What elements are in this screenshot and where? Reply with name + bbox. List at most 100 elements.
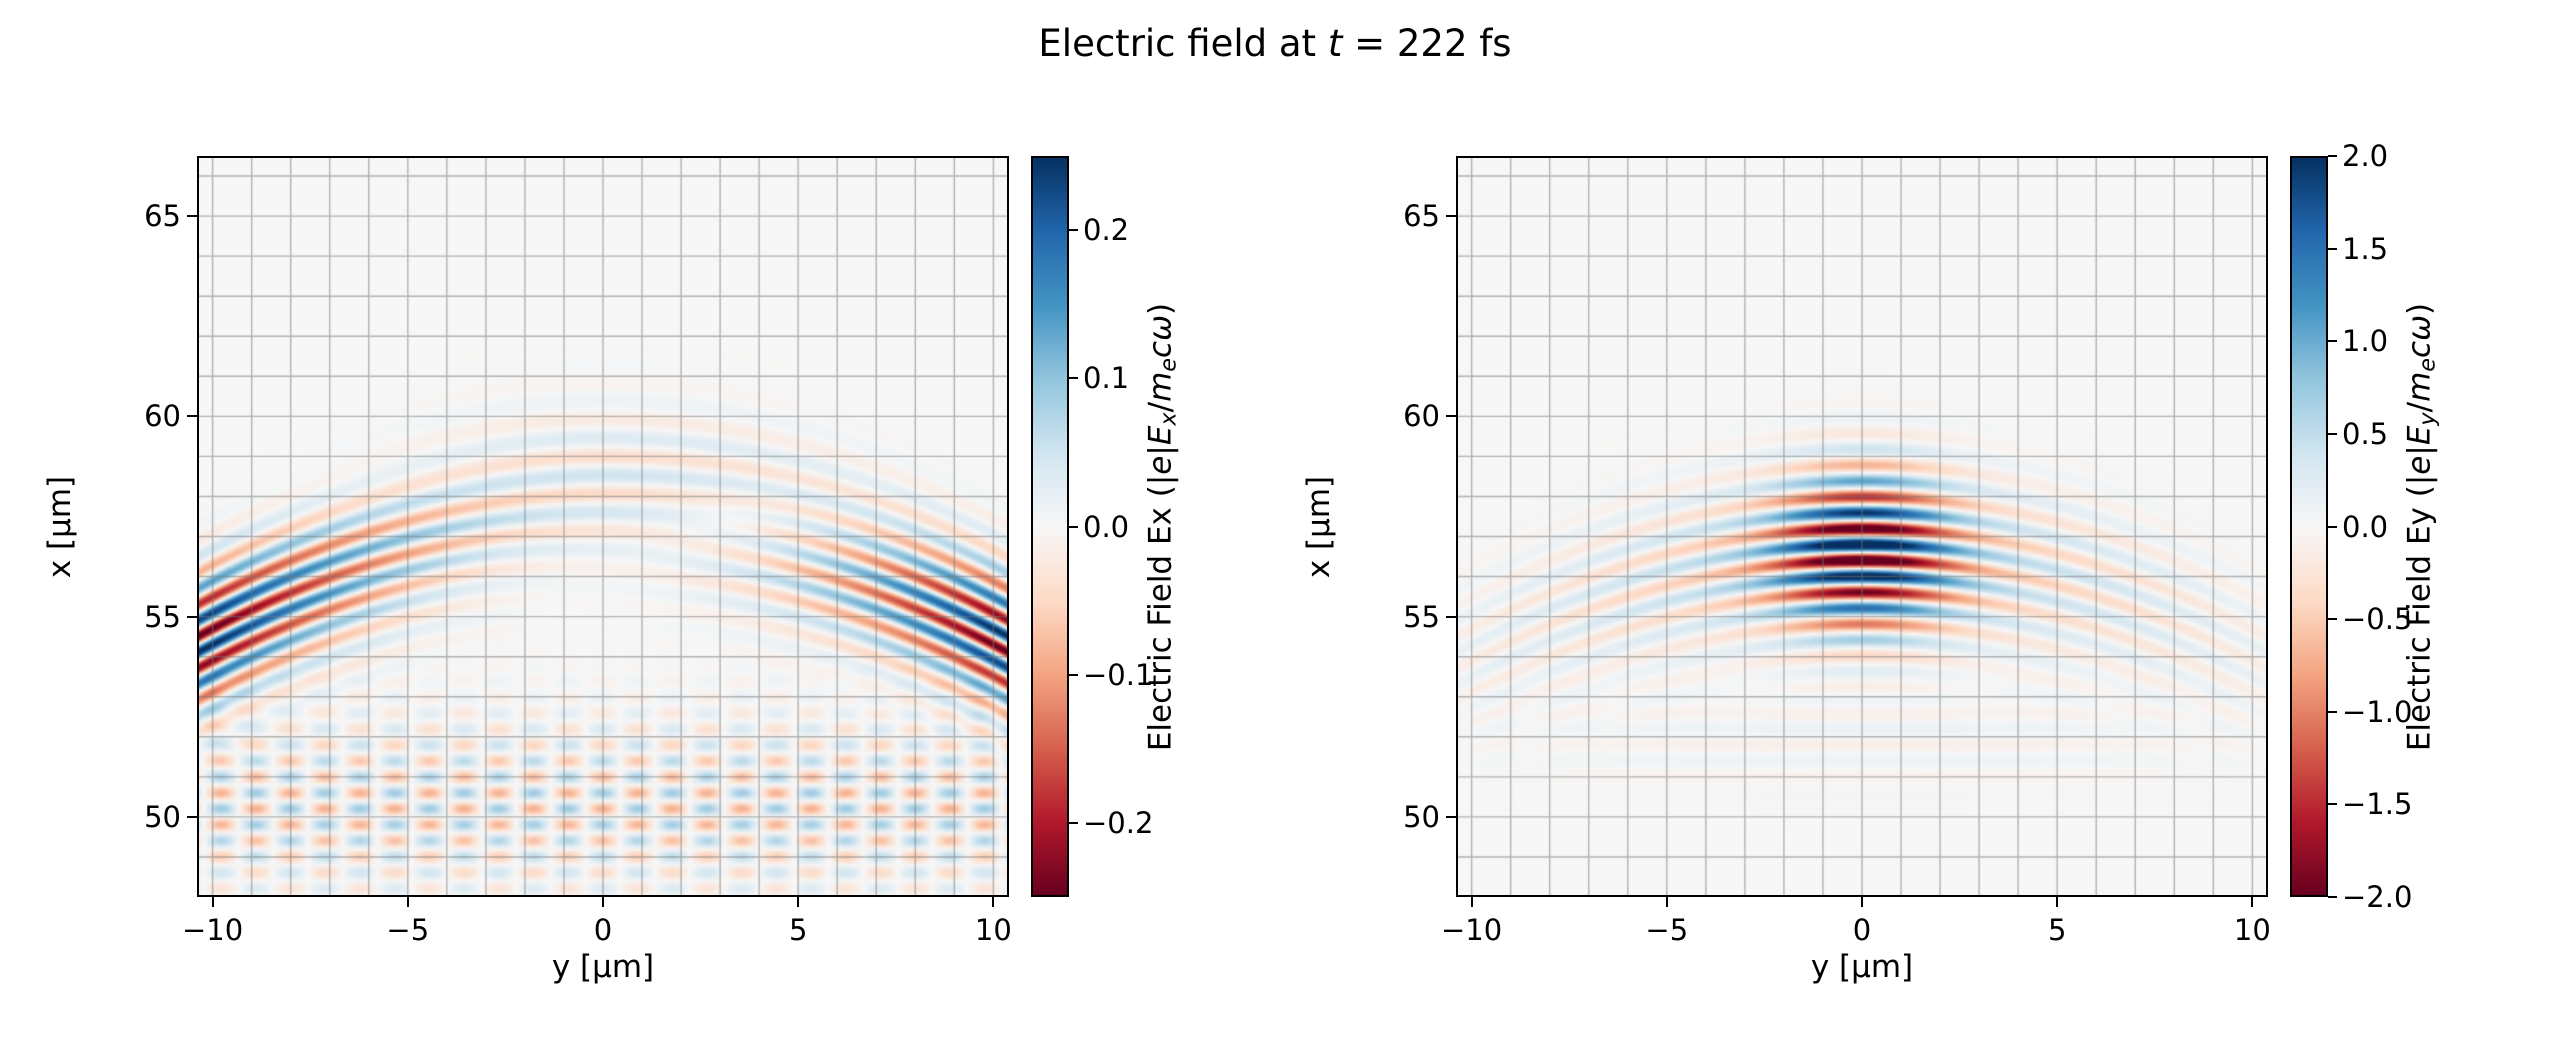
- y-tick-label: 65: [1403, 199, 1440, 234]
- colorbar-tick-label: 2.0: [2342, 139, 2389, 173]
- colorbar-tick-label: 0.1: [1083, 361, 1130, 396]
- y-tick-label: 60: [144, 399, 181, 434]
- colorbar-tick-label: −0.5: [2342, 602, 2413, 637]
- x-tick-label: −10: [182, 913, 244, 947]
- y-tick: [1446, 215, 1456, 218]
- ey-colorbar-label: Electric Field Ey (|e|Ey/mecω): [2402, 302, 2441, 750]
- x-tick-label: 0: [1852, 913, 1872, 947]
- y-tick: [187, 415, 197, 418]
- text-run: E: [1142, 425, 1179, 445]
- colorbar-tick-label: −0.2: [1083, 805, 1154, 840]
- ex-colorbar-canvas: [1031, 156, 1069, 897]
- text-run: = 222 fs: [1342, 22, 1512, 65]
- x-tick: [2056, 897, 2059, 907]
- colorbar-tick-label: 0.5: [2342, 416, 2389, 451]
- ex-colorbar-spine: [1031, 156, 1069, 897]
- colorbar-tick: [2328, 525, 2337, 528]
- y-tick: [1446, 615, 1456, 618]
- colorbar-tick: [1069, 525, 1078, 528]
- y-tick-label: 55: [144, 599, 181, 634]
- text-run: c: [1142, 340, 1179, 358]
- ex-colorbar-label: Electric Field Ex (|e|Ex/mecω): [1143, 302, 1182, 750]
- colorbar-tick: [2328, 247, 2337, 250]
- x-tick-label: 0: [593, 913, 613, 947]
- text-run: ): [1142, 302, 1179, 315]
- colorbar-tick-label: −1.0: [2342, 694, 2413, 729]
- text-run: t: [1327, 22, 1343, 65]
- ey-heatmap-canvas: [1456, 156, 2268, 897]
- colorbar-tick-label: −1.5: [2342, 787, 2413, 822]
- text-run: Electric Field Ex (|: [1142, 474, 1179, 751]
- text-run: y: [2414, 411, 2441, 426]
- text-run: |: [1142, 444, 1179, 456]
- x-tick-label: 10: [2233, 913, 2271, 947]
- text-run: e: [2414, 357, 2441, 372]
- colorbar-tick: [2328, 432, 2337, 435]
- figure-title: Electric field at t = 222 fs: [0, 22, 2550, 65]
- x-tick: [1861, 897, 1863, 907]
- text-run: |: [2401, 444, 2438, 456]
- y-tick: [187, 215, 197, 218]
- x-tick: [1665, 897, 1668, 907]
- ex-xaxis-label: y [μm]: [551, 949, 655, 985]
- text-run: e: [2401, 455, 2438, 475]
- colorbar-tick: [1069, 673, 1078, 676]
- text-run: e: [1155, 357, 1182, 372]
- text-run: ): [2401, 302, 2438, 315]
- text-run: Electric field at: [1038, 22, 1328, 65]
- ey-xaxis-label: y [μm]: [1810, 949, 1914, 985]
- x-tick: [1470, 897, 1473, 907]
- y-tick: [1446, 815, 1456, 818]
- text-run: /: [1142, 401, 1179, 412]
- colorbar-tick: [2328, 618, 2337, 621]
- x-tick: [602, 897, 604, 907]
- x-tick-label: 10: [974, 913, 1012, 947]
- colorbar-tick-label: 0.2: [1083, 213, 1130, 248]
- ex-heatmap-canvas: [197, 156, 1009, 897]
- text-run: e: [1142, 455, 1179, 475]
- text-run: E: [2401, 425, 2438, 445]
- y-tick-label: 55: [1403, 599, 1440, 634]
- colorbar-tick: [1069, 377, 1078, 380]
- x-tick: [797, 897, 800, 907]
- text-run: m: [1142, 371, 1179, 402]
- ey-colorbar-canvas: [2290, 156, 2328, 897]
- colorbar-tick: [2328, 155, 2337, 157]
- colorbar-tick: [2328, 340, 2337, 343]
- y-tick: [187, 615, 197, 618]
- y-tick-label: 60: [1403, 399, 1440, 434]
- ey-axes-spine: [1456, 156, 2268, 897]
- colorbar-tick-label: 0.0: [1083, 509, 1130, 544]
- colorbar-tick-label: 1.5: [2342, 231, 2389, 266]
- y-tick: [1446, 415, 1456, 418]
- colorbar-tick-label: −0.1: [1083, 657, 1154, 692]
- text-run: m: [2401, 371, 2438, 402]
- colorbar-tick: [2328, 710, 2337, 713]
- colorbar-tick-label: −2.0: [2342, 880, 2413, 914]
- text-run: ω: [2401, 314, 2438, 341]
- text-run: Electric Field Ey (|: [2401, 474, 2438, 751]
- y-tick-label: 65: [144, 199, 181, 234]
- ex-yaxis-label: x [μm]: [42, 475, 78, 578]
- ex-axes-spine: [197, 156, 1009, 897]
- ey-yaxis-label: x [μm]: [1301, 475, 1337, 578]
- x-tick: [211, 897, 214, 907]
- text-run: x: [1155, 411, 1182, 426]
- x-tick-label: −10: [1441, 913, 1503, 947]
- colorbar-tick: [1069, 821, 1078, 824]
- x-tick: [992, 897, 995, 907]
- colorbar-tick-label: 1.0: [2342, 324, 2389, 359]
- y-tick-label: 50: [1403, 799, 1440, 834]
- x-tick-label: 5: [788, 913, 808, 947]
- ey-colorbar-spine: [2290, 156, 2328, 897]
- colorbar-tick-label: 0.0: [2342, 509, 2389, 544]
- y-tick-label: 50: [144, 799, 181, 834]
- x-tick-label: −5: [386, 913, 430, 947]
- text-run: ω: [1142, 314, 1179, 341]
- colorbar-tick: [2328, 896, 2337, 898]
- x-tick: [406, 897, 409, 907]
- text-run: /: [2401, 401, 2438, 412]
- text-run: c: [2401, 340, 2438, 358]
